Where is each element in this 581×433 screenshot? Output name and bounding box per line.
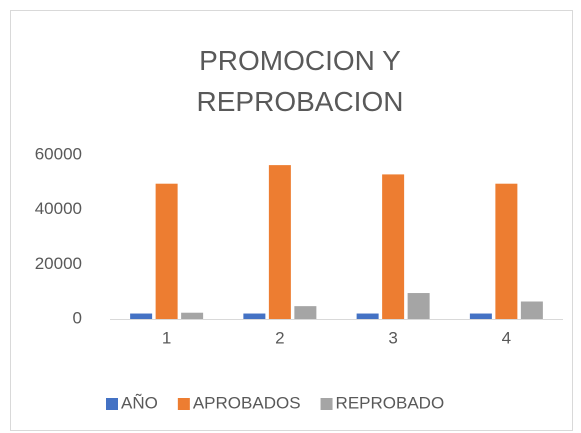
y-tick-label: 60000 bbox=[35, 144, 82, 163]
legend-swatch bbox=[106, 398, 118, 410]
bar bbox=[356, 313, 379, 319]
x-tick-label: 3 bbox=[388, 328, 397, 347]
legend-label: REPROBADO bbox=[336, 393, 445, 412]
legend-swatch bbox=[177, 398, 190, 410]
x-tick-label: 4 bbox=[502, 328, 511, 347]
legend-label: APROBADOS bbox=[193, 393, 301, 412]
chart-border bbox=[10, 10, 573, 431]
bar bbox=[268, 165, 291, 319]
y-tick-label: 40000 bbox=[35, 199, 82, 218]
y-tick-label: 0 bbox=[73, 308, 82, 327]
bar bbox=[407, 293, 430, 319]
bar bbox=[181, 312, 204, 319]
x-tick-label: 2 bbox=[275, 328, 284, 347]
bar bbox=[469, 313, 492, 319]
legend-label: AÑO bbox=[121, 393, 158, 412]
bar bbox=[243, 313, 266, 319]
y-tick-label: 20000 bbox=[35, 254, 82, 273]
bar bbox=[155, 183, 178, 319]
legend-swatch bbox=[320, 398, 333, 410]
bar bbox=[520, 301, 543, 319]
bar bbox=[294, 306, 317, 319]
bar bbox=[130, 313, 153, 319]
chart-title: PROMOCION Y REPROBACION bbox=[196, 45, 404, 117]
x-tick-label: 1 bbox=[162, 328, 171, 347]
bar bbox=[495, 183, 518, 319]
bar bbox=[382, 174, 405, 319]
